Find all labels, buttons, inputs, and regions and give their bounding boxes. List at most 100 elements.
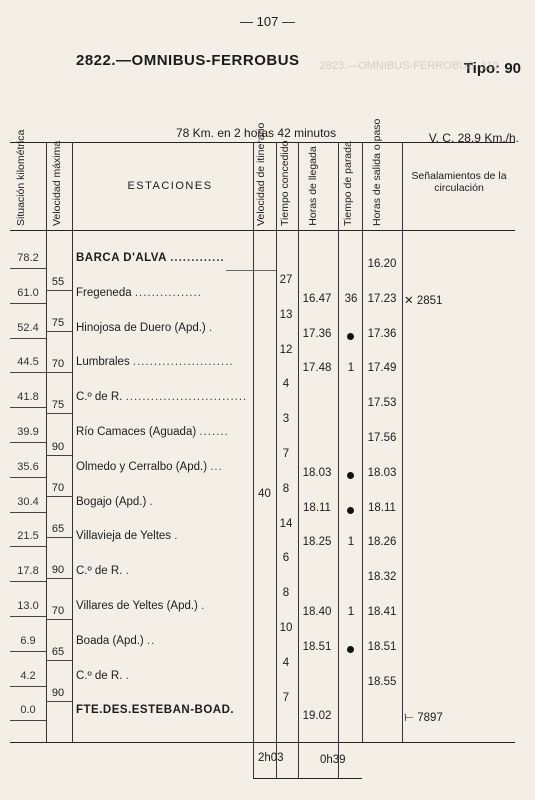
departure-time: 16.20: [367, 258, 397, 270]
col-rule: [46, 142, 47, 742]
departure-time: 17.53: [367, 397, 397, 410]
km-value: 4.2: [20, 669, 36, 682]
header-top-rule: [10, 142, 515, 143]
station-label: Lumbrales: [76, 356, 130, 369]
speed-tick: [46, 454, 72, 456]
km-tick: [10, 407, 46, 409]
max-speed-value: 70: [51, 605, 65, 618]
max-speed-value: 75: [51, 317, 65, 330]
arrival-time: 18.40: [302, 606, 332, 618]
leader-dots: ................: [134, 286, 202, 299]
leader-dots: .: [201, 600, 206, 612]
km-tick: [10, 476, 46, 478]
station-name: Boada (Apd.) ..: [76, 635, 155, 647]
run-time-value: 3: [282, 413, 290, 426]
departure-time: 18.03: [367, 466, 397, 479]
max-speed-value: 70: [51, 358, 65, 371]
leader-dots: .: [125, 669, 130, 682]
stop-time: 1: [347, 536, 355, 549]
station-name: BARCA D'ALVA .............: [76, 252, 225, 264]
leader-dots: .............: [170, 252, 225, 264]
stop-time: 1: [347, 606, 355, 618]
speed-tick: [46, 290, 72, 291]
max-speed-value: 65: [51, 646, 65, 659]
km-tick: [10, 268, 46, 269]
run-time-value: 8: [282, 482, 290, 495]
speed-tick: [46, 495, 72, 497]
km-column-header: Situación kilométrica: [15, 130, 27, 226]
col-rule: [362, 142, 363, 742]
commercial-speed: V. C. 28.9 Km./h.: [428, 131, 519, 145]
run-time-value: 13: [279, 308, 293, 321]
col-rule: [253, 142, 254, 778]
max-speed-value: 70: [51, 481, 65, 494]
arrival-header: Horas de llegada: [307, 146, 319, 226]
station-name: C.º de R. .............................: [76, 391, 247, 403]
arrival-time: 16.47: [302, 292, 332, 305]
km-value: 78.2: [17, 252, 39, 264]
total-stop-time: 0h39: [320, 754, 346, 766]
leader-dots: .: [125, 565, 130, 578]
km-value: 6.9: [20, 634, 36, 647]
departure-time: 17.56: [367, 432, 397, 444]
stop-dot-marker: [347, 471, 354, 479]
stop-dot-marker: [347, 506, 354, 514]
station-name: Fregeneda ................: [76, 287, 202, 299]
speed-tick: [46, 660, 72, 662]
km-value: 41.8: [17, 391, 39, 404]
departure-time: 17.49: [367, 362, 397, 375]
leader-dots: ...: [210, 460, 223, 473]
leader-dots: .: [174, 530, 179, 543]
leader-dots: .............................: [125, 391, 248, 404]
max-speed-value: 75: [51, 399, 65, 412]
station-name: C.º de R. .: [76, 565, 130, 577]
speed-tick: [46, 331, 72, 333]
departure-label: Horas de salida o paso: [371, 118, 383, 226]
station-name: Lumbrales ........................: [76, 356, 234, 368]
col-rule: [338, 142, 339, 778]
station-line: [226, 270, 276, 271]
speed-tick: [46, 536, 72, 538]
station-name: Villares de Yeltes (Apd.) .: [76, 600, 205, 612]
arrival-time: 17.36: [302, 327, 332, 340]
km-tick: [10, 372, 46, 374]
km-value: 30.4: [17, 495, 39, 508]
itinerary-speed-value: 40: [258, 488, 271, 500]
signals-column-header: Señalamientos de la circulación: [411, 170, 507, 194]
km-value: 0.0: [20, 704, 36, 717]
col-rule: [72, 142, 73, 742]
departure-time: 17.23: [367, 292, 397, 305]
leader-dots: ........................: [132, 356, 234, 369]
run-time-value: 8: [282, 587, 290, 600]
speed-column-label: Velocidad máxima: [51, 140, 63, 226]
km-column-label: Situación kilométrica: [15, 129, 27, 226]
station-name: Villavieja de Yeltes .: [76, 530, 178, 542]
speed-tick: [46, 701, 72, 703]
distance-summary: 78 Km. en 2 horas 42 minutos: [176, 126, 337, 140]
km-tick: [10, 302, 46, 304]
max-speed-value: 90: [51, 440, 65, 453]
arrival-time: 19.02: [302, 710, 332, 723]
station-name: FTE.DES.ESTEBAN-BOAD.: [76, 704, 234, 716]
leader-dots: .......: [199, 426, 229, 438]
departure-time: 18.51: [367, 640, 397, 653]
km-tick: [10, 442, 46, 443]
totals-rule: [253, 778, 362, 779]
run-time-label: Tiempo concedido: [279, 140, 291, 226]
circulation-signal: ✕ 2851: [404, 294, 443, 307]
leader-dots: .: [149, 495, 154, 508]
bleed-through-text: ·2823.—OMNIBUS-FERROBUS ·110: [316, 60, 499, 72]
station-label: Villares de Yeltes (Apd.): [76, 600, 198, 612]
arrival-time: 18.51: [302, 640, 332, 653]
station-label: Bogajo (Apd.): [76, 495, 147, 508]
station-name: Bogajo (Apd.) .: [76, 496, 154, 508]
speed-tick: [46, 577, 72, 579]
station-name: Hinojosa de Duero (Apd.) .: [76, 322, 213, 334]
km-value: 44.5: [17, 356, 39, 369]
station-label: Hinojosa de Duero (Apd.): [76, 321, 206, 334]
km-tick: [10, 511, 46, 513]
page-number: — 107 —: [240, 14, 295, 29]
km-tick: [10, 720, 46, 722]
col-rule: [276, 142, 277, 778]
stop-dot-marker: [347, 645, 354, 653]
